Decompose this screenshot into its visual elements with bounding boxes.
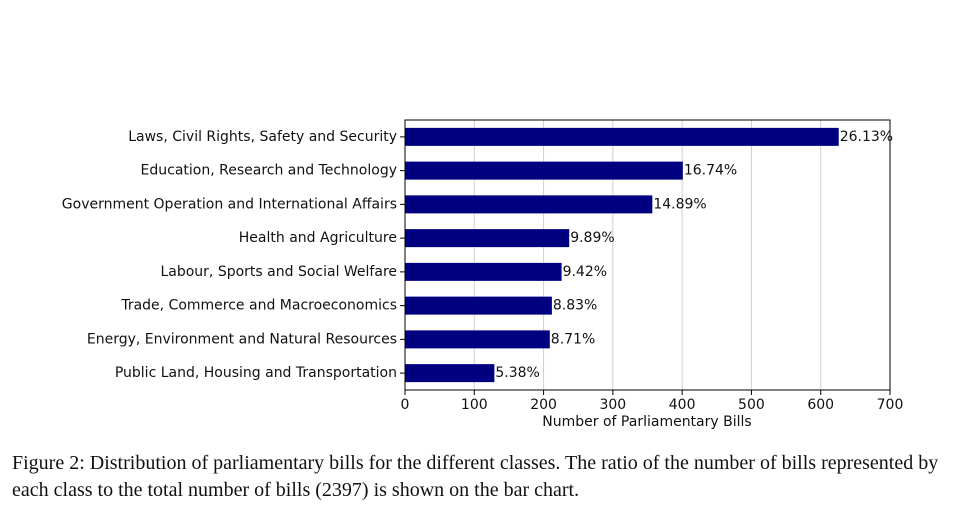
x-tick-label: 400 [669, 397, 696, 413]
x-tick-label: 500 [738, 397, 765, 413]
value-label: 14.89% [653, 196, 706, 212]
y-tick-label: Public Land, Housing and Transportation [115, 365, 397, 381]
value-label: 9.89% [570, 230, 614, 246]
value-label: 26.13% [840, 129, 893, 145]
value-label: 8.71% [551, 331, 595, 347]
bar [405, 330, 550, 349]
x-tick-label: 700 [877, 397, 904, 413]
bar [405, 364, 495, 383]
y-tick-label: Health and Agriculture [239, 230, 397, 246]
bar [405, 262, 562, 281]
value-label: 9.42% [563, 264, 607, 280]
x-tick-label: 100 [461, 397, 488, 413]
bar [405, 161, 683, 180]
x-tick-label: 0 [401, 397, 410, 413]
bar [405, 296, 552, 315]
bar [405, 195, 653, 214]
y-tick-label: Laws, Civil Rights, Safety and Security [128, 129, 397, 145]
y-tick-label: Labour, Sports and Social Welfare [160, 264, 397, 280]
x-axis-label: Number of Parliamentary Bills [542, 414, 751, 430]
bar [405, 229, 570, 248]
bar [405, 127, 839, 146]
caption: Figure 2: Distribution of parliamentary … [12, 452, 939, 501]
plot-frame [404, 119, 891, 391]
y-tick-label: Education, Research and Technology [141, 163, 397, 179]
y-tick-label: Energy, Environment and Natural Resource… [87, 331, 397, 347]
value-label: 5.38% [495, 365, 539, 381]
chart: Number of Parliamentary Bills 0 100 200 300… [62, 119, 904, 430]
y-tick-label: Government Operation and International A… [62, 196, 397, 212]
value-label: 8.83% [553, 298, 597, 314]
x-tick-label: 200 [530, 397, 557, 413]
x-tick-label: 300 [599, 397, 626, 413]
y-tick-label: Trade, Commerce and Macroeconomics [120, 298, 397, 314]
x-tick-label: 600 [807, 397, 834, 413]
value-label: 16.74% [684, 163, 737, 179]
